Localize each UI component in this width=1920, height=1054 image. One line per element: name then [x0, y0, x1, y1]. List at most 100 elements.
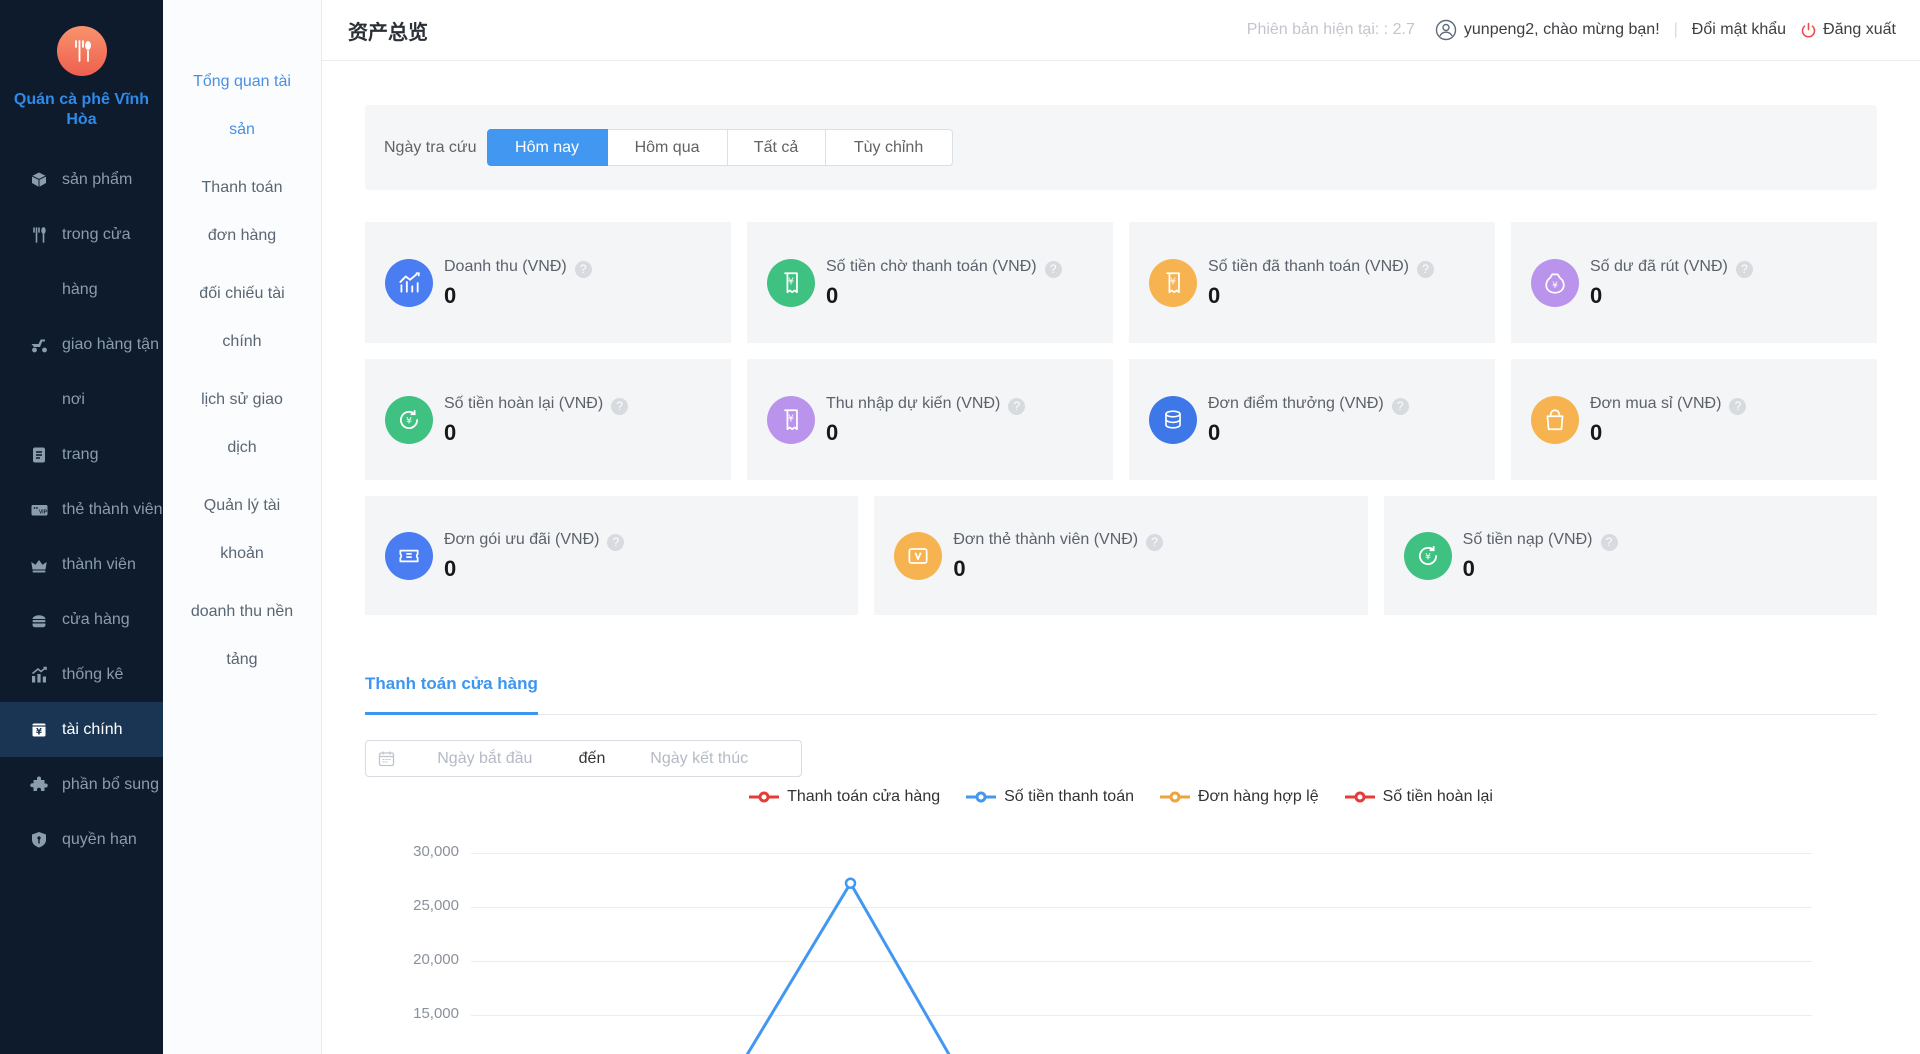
- legend-item-so-tien-hoan-lai[interactable]: Số tiền hoàn lại: [1344, 788, 1493, 806]
- help-icon[interactable]: ?: [1729, 398, 1747, 415]
- stat-card-label: Đơn mua sỉ (VNĐ): [1590, 395, 1722, 412]
- filter-button-tat-ca[interactable]: Tất cả: [727, 129, 826, 166]
- calendar-icon: [378, 751, 395, 767]
- stat-card-so-du-da-rut: Số dư đã rút (VNĐ)? 0: [1511, 222, 1877, 343]
- logout-link[interactable]: Đăng xuất: [1800, 21, 1896, 39]
- legend-item-don-hang-hop-le[interactable]: Đơn hàng hợp lệ: [1160, 788, 1319, 806]
- stat-card-value: 0: [1208, 420, 1221, 445]
- stat-card-value: 0: [1590, 283, 1603, 308]
- sidebar-item-thong-ke[interactable]: thống kê: [0, 647, 163, 702]
- gridline: [471, 1015, 1812, 1016]
- stat-card-value: 0: [444, 420, 457, 445]
- help-icon[interactable]: ?: [607, 534, 625, 551]
- tab-thanh-toan-cua-hang[interactable]: Thanh toán cửa hàng: [365, 671, 538, 715]
- stat-card-label: Đơn gói ưu đãi (VNĐ): [444, 531, 600, 548]
- crown-icon: [28, 537, 50, 592]
- content: Ngày tra cứu Hôm nay Hôm qua Tất cả Tùy …: [322, 61, 1920, 1054]
- utensils-logo-icon: [74, 40, 91, 62]
- stat-card-value: 0: [1208, 283, 1221, 308]
- change-password-link[interactable]: Đổi mật khẩu: [1691, 21, 1787, 38]
- stat-card-diem-thuong: Đơn điểm thưởng (VNĐ)? 0: [1129, 359, 1495, 480]
- date-range-picker[interactable]: Ngày bắt đầu đến Ngày kết thúc: [365, 740, 802, 777]
- brand: Quán cà phê Vĩnh Hòa: [0, 0, 163, 130]
- help-icon[interactable]: ?: [574, 261, 592, 278]
- main-area: 资产总览 Phiên bản hiện tại: : 2.7 yunpeng2,…: [322, 0, 1920, 1054]
- sidebar-item-label: thống kê: [62, 666, 124, 683]
- sidebar-item-san-pham[interactable]: sản phẩm: [0, 152, 163, 207]
- help-icon[interactable]: ?: [1391, 398, 1409, 415]
- sidebar-item-giao-hang-tan-noi[interactable]: giao hàng tận nơi: [0, 317, 163, 427]
- product-box-icon: [28, 152, 50, 207]
- submenu-item-doanh-thu-nen-tang[interactable]: doanh thu nền tảng: [190, 603, 294, 668]
- help-icon[interactable]: ?: [1008, 398, 1026, 415]
- paid-receipt-icon: [1149, 258, 1197, 307]
- revenue-chart-icon: [385, 258, 433, 307]
- wholesale-bag-icon: [1531, 395, 1579, 444]
- page-title: 资产总览: [348, 21, 428, 44]
- stat-card-value: 0: [444, 283, 457, 308]
- filter-button-tuy-chinh[interactable]: Tùy chỉnh: [825, 129, 953, 166]
- gridline: [471, 907, 1812, 908]
- sidebar-item-label: phần bổ sung: [62, 776, 159, 793]
- sidebar-item-label: giao hàng tận nơi: [62, 336, 159, 408]
- help-icon[interactable]: ?: [1600, 534, 1618, 551]
- stat-card-the-thanh-vien: Đơn thẻ thành viên (VNĐ)? 0: [874, 496, 1368, 615]
- help-icon[interactable]: ?: [1735, 261, 1753, 278]
- stat-card-label: Số tiền nạp (VNĐ): [1462, 531, 1593, 548]
- sidebar-item-quyen-han[interactable]: quyền hạn: [0, 812, 163, 867]
- sidebar-item-label: trang: [62, 446, 99, 463]
- line-chart: 30,000 25,000 20,000 15,000: [365, 835, 1877, 1054]
- submenu-item-quan-ly-tai-khoan[interactable]: Quản lý tài khoản: [203, 497, 281, 562]
- sidebar-item-cua-hang[interactable]: cửa hàng: [0, 592, 163, 647]
- stat-card-label: Đơn điểm thưởng (VNĐ): [1208, 395, 1384, 412]
- app-logo[interactable]: [56, 26, 107, 76]
- help-icon[interactable]: ?: [1146, 534, 1164, 551]
- date-range-to-label: đến: [578, 749, 606, 767]
- sidebar-item-trang[interactable]: trang: [0, 427, 163, 482]
- start-date-input[interactable]: Ngày bắt đầu: [437, 749, 533, 767]
- stat-card-label: Doanh thu (VNĐ): [444, 258, 567, 275]
- chart-legend: Thanh toán cửa hàng Số tiền thanh toán Đ…: [365, 785, 1877, 809]
- stat-card-value: 0: [826, 283, 839, 308]
- sidebar-item-phan-bo-sung[interactable]: phần bổ sung: [0, 757, 163, 812]
- user-menu[interactable]: yunpeng2, chào mừng bạn!: [1435, 19, 1660, 41]
- y-axis-tick: 15,000: [413, 1005, 459, 1022]
- legend-item-thanh-toan-cua-hang[interactable]: Thanh toán cửa hàng: [749, 788, 940, 806]
- chart-line-svg: [745, 877, 951, 1054]
- end-date-input[interactable]: Ngày kết thúc: [650, 749, 749, 767]
- secondary-sidebar: Tổng quan tài sản Thanh toán đơn hàng đố…: [163, 0, 322, 1054]
- stat-card-so-tien-nap: Số tiền nạp (VNĐ)? 0: [1383, 496, 1877, 615]
- y-axis-tick: 25,000: [413, 897, 459, 914]
- stat-card-label: Đơn thẻ thành viên (VNĐ): [953, 531, 1139, 548]
- sidebar-item-label: thành viên: [62, 556, 136, 573]
- stat-card-label: Số tiền chờ thanh toán (VNĐ): [826, 258, 1037, 275]
- help-icon[interactable]: ?: [1417, 261, 1435, 278]
- topbar: 资产总览 Phiên bản hiện tại: : 2.7 yunpeng2,…: [322, 0, 1920, 61]
- sidebar-item-thanh-vien[interactable]: thành viên: [0, 537, 163, 592]
- stat-cards-row-2: Số tiền hoàn lại (VNĐ)? 0 Thu nhập dự ki…: [365, 359, 1877, 480]
- filter-button-hom-nay[interactable]: Hôm nay: [486, 129, 608, 166]
- stat-cards-row-3: Đơn gói ưu đãi (VNĐ)? 0 Đơn thẻ thành vi…: [365, 496, 1877, 615]
- submenu-item-lich-su-giao-dich[interactable]: lịch sử giao dịch: [201, 391, 283, 456]
- utensils-icon: [28, 207, 50, 262]
- sidebar-item-tai-chinh[interactable]: ¥ tài chính: [0, 702, 163, 757]
- legend-marker-icon: [966, 791, 997, 803]
- stat-card-hoan-lai: Số tiền hoàn lại (VNĐ)? 0: [365, 359, 731, 480]
- stat-card-value: 0: [1590, 420, 1603, 445]
- submenu-item-tong-quan-tai-san[interactable]: Tổng quan tài sản: [193, 73, 291, 138]
- stat-card-value: 0: [953, 556, 966, 581]
- sidebar-item-label: thẻ thành viên: [62, 501, 163, 518]
- sidebar-nav: sản phẩm trong cửa hàng giao hàng tận nơ…: [0, 152, 163, 867]
- submenu-item-doi-chieu-tai-chinh[interactable]: đối chiếu tài chính: [199, 285, 285, 350]
- sidebar-item-the-thanh-vien[interactable]: VIP thẻ thành viên: [0, 482, 163, 537]
- help-icon[interactable]: ?: [611, 398, 629, 415]
- user-icon: [1435, 19, 1457, 41]
- coupon-ticket-icon: [385, 531, 433, 580]
- chart-tabs: Thanh toán cửa hàng: [365, 671, 1877, 715]
- legend-item-so-tien-thanh-toan[interactable]: Số tiền thanh toán: [966, 788, 1134, 806]
- help-icon[interactable]: ?: [1044, 261, 1062, 278]
- filter-button-hom-qua[interactable]: Hôm qua: [607, 129, 728, 166]
- sidebar-item-trong-cua-hang[interactable]: trong cửa hàng: [0, 207, 163, 317]
- submenu-item-thanh-toan-don-hang[interactable]: Thanh toán đơn hàng: [201, 179, 283, 244]
